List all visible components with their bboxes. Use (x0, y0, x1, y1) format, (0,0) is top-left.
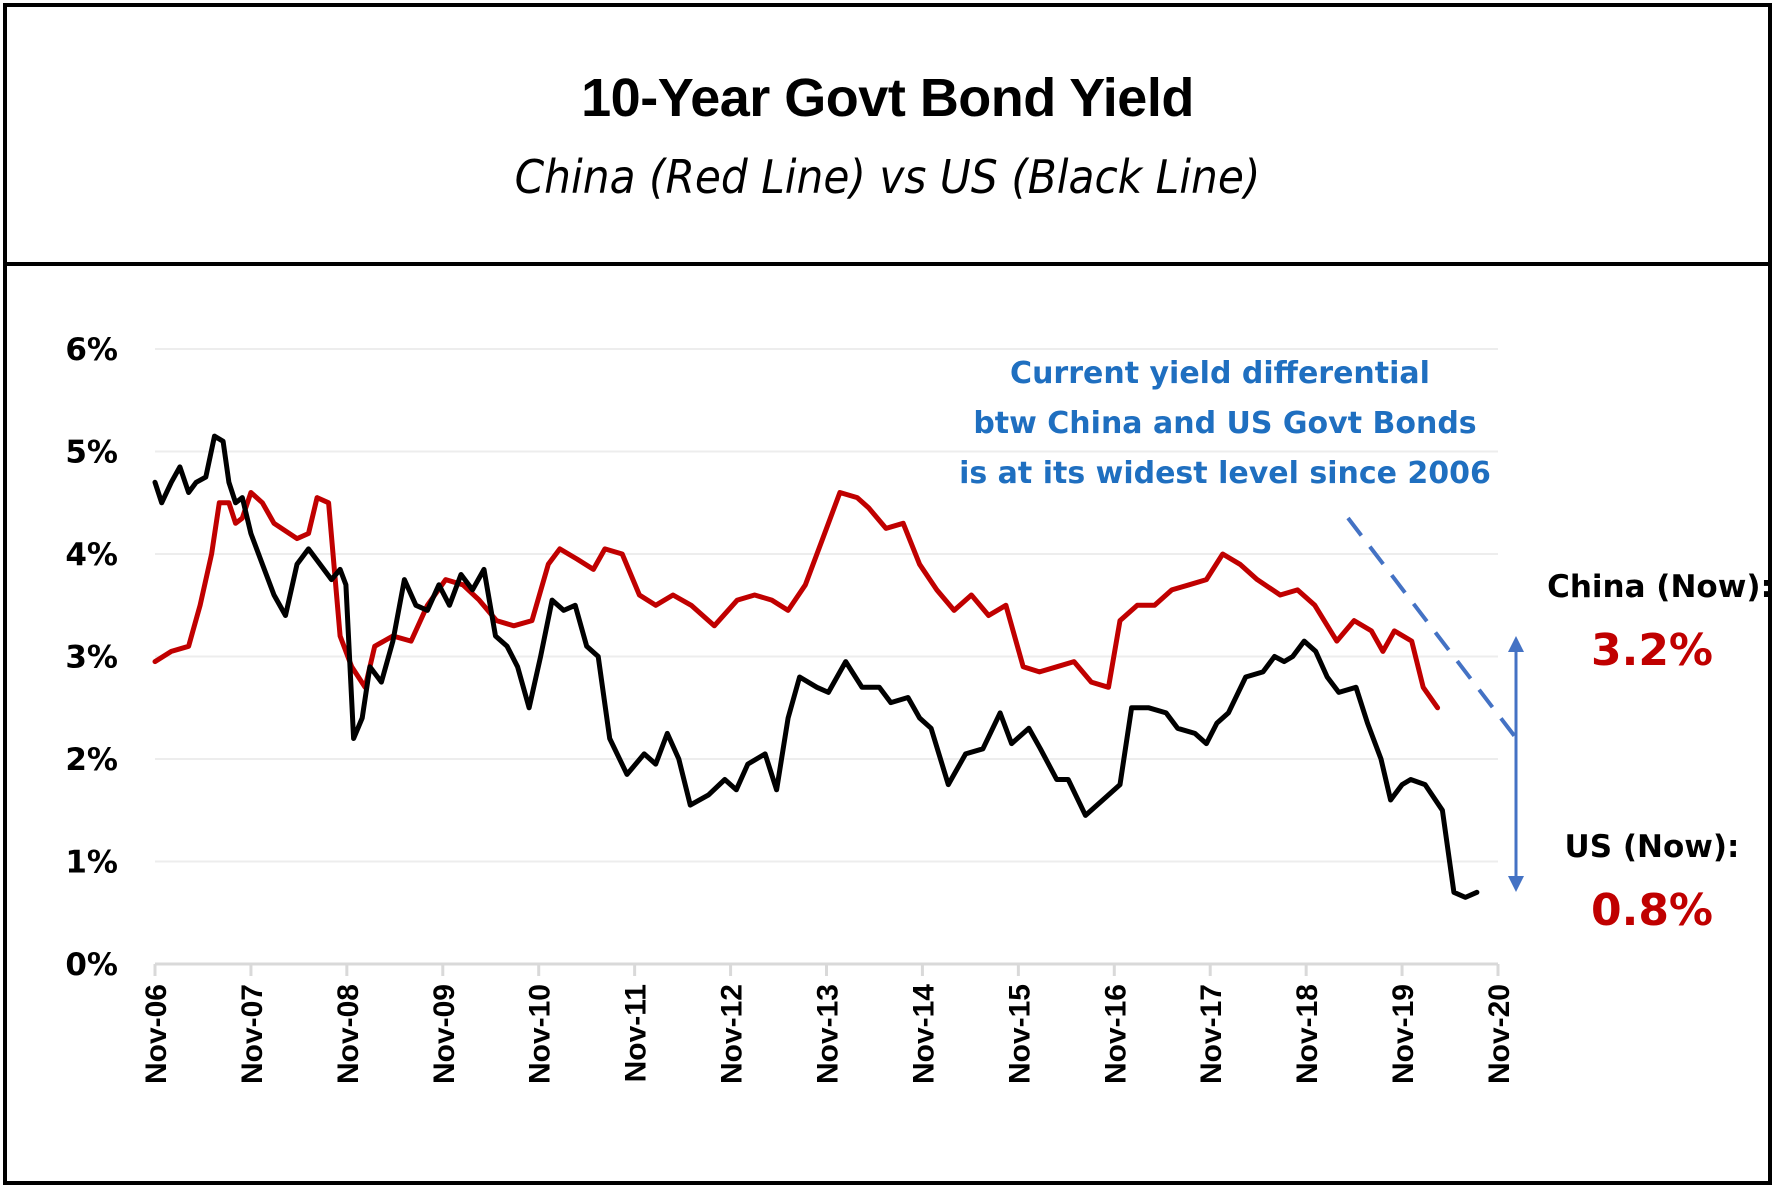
x-tick-label: Nov-11 (620, 984, 653, 1082)
us-now-value: 0.8% (1591, 885, 1713, 936)
x-tick-label: Nov-19 (1387, 984, 1420, 1084)
x-tick-label: Nov-07 (236, 984, 269, 1084)
y-tick-label: 1% (65, 845, 118, 881)
us-now-label: US (Now): (1565, 829, 1740, 865)
china-now-label: China (Now): (1547, 569, 1773, 605)
x-tick-label: Nov-10 (524, 984, 557, 1084)
x-tick-label: Nov-16 (1099, 984, 1132, 1084)
arrow-head-down-icon (1508, 876, 1524, 892)
annotation-line-1: Current yield differential (1010, 356, 1430, 391)
annotation-line-3: is at its widest level since 2006 (959, 456, 1491, 491)
annotation-line-2: btw China and US Govt Bonds (973, 406, 1476, 441)
y-tick-label: 4% (65, 537, 118, 573)
x-tick-label: Nov-12 (716, 984, 749, 1084)
x-tick-label: Nov-06 (140, 984, 173, 1084)
x-tick-label: Nov-13 (812, 984, 845, 1084)
annotation-overlay: Current yield differential btw China and… (959, 356, 1773, 936)
arrow-head-up-icon (1508, 636, 1524, 652)
x-tick-label: Nov-20 (1483, 984, 1516, 1084)
x-tick-label: Nov-17 (1195, 984, 1228, 1084)
y-tick-label: 6% (65, 332, 118, 368)
y-tick-label: 3% (65, 640, 118, 676)
y-tick-label: 2% (65, 742, 118, 778)
trend-dashed-line (1348, 518, 1516, 738)
x-tick-label: Nov-15 (1003, 984, 1036, 1084)
series-lines (155, 436, 1477, 897)
x-tick-label: Nov-08 (332, 984, 365, 1084)
y-tick-label: 5% (65, 435, 118, 471)
y-tick-label: 0% (65, 947, 118, 983)
x-tick-label: Nov-09 (428, 984, 461, 1084)
y-axis-ticks: 0% 1% 2% 3% 4% 5% 6% (65, 332, 118, 983)
china-now-value: 3.2% (1591, 625, 1713, 676)
x-axis: Nov-06 Nov-07 Nov-08 Nov-09 Nov-10 Nov-11 Nov-… (140, 964, 1516, 1084)
x-tick-label: Nov-14 (907, 984, 940, 1084)
x-tick-label: Nov-18 (1291, 984, 1324, 1084)
